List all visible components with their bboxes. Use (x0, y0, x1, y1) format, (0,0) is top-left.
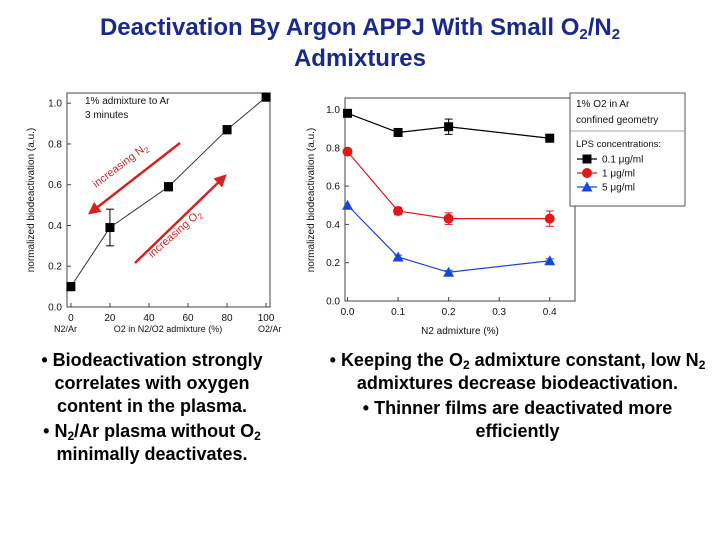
bullet-left-1: • Biodeactivation strongly correlates wi… (41, 350, 263, 416)
chart-left-ylabel: normalized biodeactivation (a.u.) (26, 128, 37, 273)
chart-right-data-point (343, 108, 353, 118)
chart-right-series-line (347, 112, 550, 139)
chart-left-ytick-label: 0.0 (48, 303, 62, 314)
legend-swatch-marker (582, 168, 592, 178)
chart-left-annotation-line2: 3 minutes (85, 110, 128, 121)
chart-left-data-point (222, 125, 232, 135)
chart-right-xtick-label: 0.4 (543, 307, 557, 318)
chart-right-data-point (342, 146, 353, 157)
chart-left-frame (66, 92, 271, 308)
bullet-right-2: • Thinner films are deactivated more eff… (362, 398, 673, 441)
chart-right-data-point (342, 199, 354, 210)
chart-left-ytick-label: 0.2 (48, 262, 62, 273)
chart-right-data-point (393, 205, 404, 216)
legend-title: LPS concentrations: (576, 139, 661, 150)
bullet-right-1: • Keeping the O2 admixture constant, low… (329, 350, 706, 393)
legend-header-line2: confined geometry (576, 115, 658, 126)
chart-left-data-point (105, 223, 115, 233)
legend-entry-label: 1 μg/ml (602, 169, 635, 180)
increasing-o2-arrow (134, 174, 227, 264)
chart-right-ylabel: normalized biodeactivation (a.u.) (306, 128, 317, 273)
chart-right-series-line (347, 204, 550, 273)
chart-left-ytick-label: 1.0 (48, 99, 62, 110)
slide-title: Deactivation By Argon APPJ With Small O2… (0, 12, 720, 74)
increasing-n2-arrow (88, 142, 181, 215)
chart-right-xtick-label: 0.1 (391, 307, 405, 318)
chart-left-data-point (261, 92, 271, 102)
chart-left-xlabel-right: O2/Ar (258, 324, 282, 334)
legend-header-line1: 1% O2 in Ar (576, 99, 630, 110)
chart-right-data-point (392, 251, 404, 262)
chart-left-data-point (66, 282, 76, 292)
chart-left-xtick-label: 100 (258, 313, 275, 324)
chart-left-ytick-label: 0.8 (48, 139, 62, 150)
chart-right-data-point (544, 213, 555, 224)
chart-left-series-line (70, 96, 267, 287)
chart-right: normalized biodeactivation (a.u.) 0.0 0.2… (306, 92, 686, 337)
bullets-right: • Keeping the O2 admixture constant, low… (320, 349, 715, 445)
chart-left-xtick-label: 60 (182, 313, 194, 324)
increasing-o2-label: increasing O2 (146, 207, 206, 261)
title-line-1: Deactivation By Argon APPJ With Small O2… (99, 14, 621, 43)
chart-left-ytick-label: 0.6 (48, 180, 62, 191)
chart-left-xtick-label: 0 (68, 313, 74, 324)
chart-right-ytick-label: 0.6 (326, 182, 340, 193)
chart-left-xtick-label: 40 (143, 313, 155, 324)
chart-right-xtick-label: 0.0 (341, 307, 355, 318)
chart-right-data-point (444, 122, 454, 132)
legend-swatch-marker (582, 154, 592, 164)
chart-right-xlabel: N2 admixture (%) (421, 326, 499, 337)
chart-left: normalized biodeactivation (a.u.) 0.0 0.2… (26, 92, 282, 334)
increasing-n2-label: increasing N2 (91, 141, 152, 192)
chart-left-annotation-line1: 1% admixture to Ar (85, 96, 170, 107)
chart-left-data-point (164, 182, 173, 192)
legend-swatch-marker (581, 181, 593, 192)
bullets-left: • Biodeactivation strongly correlates wi… (22, 349, 282, 468)
chart-right-ytick-label: 1.0 (326, 105, 340, 116)
bullet-left-2: • N2/Ar plasma without O2 minimally deac… (43, 421, 261, 464)
chart-right-data-point (545, 133, 555, 143)
chart-right-data-point (443, 213, 454, 224)
chart-left-xlabel-mid: O2 in N2/O2 admixture (%) (114, 324, 223, 334)
chart-right-data-point (443, 266, 455, 277)
chart-left-xtick-label: 20 (104, 313, 116, 324)
legend-entry-label: 5 μg/ml (602, 183, 635, 194)
chart-right-xtick-label: 0.2 (442, 307, 456, 318)
chart-right-ytick-label: 0.8 (326, 143, 340, 154)
chart-left-ytick-label: 0.4 (48, 221, 62, 232)
chart-right-xtick-label: 0.3 (492, 307, 506, 318)
chart-right-data-point (544, 255, 556, 266)
chart-right-ytick-label: 0.0 (326, 297, 340, 308)
title-line-2: Admixtures (293, 45, 427, 72)
chart-left-xtick-label: 80 (221, 313, 233, 324)
chart-right-ytick-label: 0.4 (326, 220, 340, 231)
chart-right-ytick-label: 0.2 (326, 258, 340, 269)
chart-right-series-line (347, 151, 550, 220)
legend-entry-label: 0.1 μg/ml (602, 155, 643, 166)
chart-right-data-point (393, 127, 403, 137)
chart-left-xlabel-left: N2/Ar (54, 324, 77, 334)
